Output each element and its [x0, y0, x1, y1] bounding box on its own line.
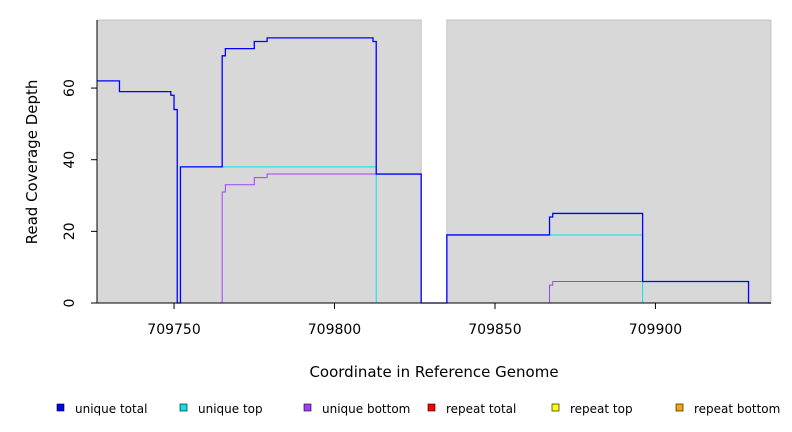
plot-background	[96, 19, 772, 304]
legend-label: repeat top	[570, 402, 633, 416]
x-tick-label: 709800	[308, 322, 361, 338]
legend-swatch	[56, 403, 65, 412]
x-tick-label: 709900	[629, 322, 682, 338]
x-ticks: 709750 709800 709850 709900	[147, 303, 682, 338]
x-axis-title: Coordinate in Reference Genome	[309, 363, 558, 381]
legend-label: repeat bottom	[694, 402, 780, 416]
y-tick-label: 60	[62, 79, 78, 97]
legend-label: repeat total	[446, 402, 516, 416]
legend-item-repeat-total: repeat total	[427, 402, 516, 416]
legend-swatch	[179, 403, 188, 412]
legend-swatch	[427, 403, 436, 412]
legend-swatch	[551, 403, 560, 412]
legend-item-repeat-top: repeat top	[551, 402, 633, 416]
legend-item-unique-total: unique total	[56, 402, 147, 416]
legend-swatch	[675, 403, 684, 412]
y-ticks: 0 20 40 60	[62, 79, 97, 307]
legend-item-repeat-bottom: repeat bottom	[675, 402, 780, 416]
y-tick-label: 40	[62, 151, 78, 169]
x-tick-label: 709750	[147, 322, 200, 338]
y-tick-label: 0	[62, 299, 78, 308]
legend-item-unique-top: unique top	[179, 402, 263, 416]
axes	[96, 20, 771, 304]
y-tick-label: 20	[62, 222, 78, 240]
legend-label: unique bottom	[322, 402, 410, 416]
legend-item-unique-bottom: unique bottom	[303, 402, 410, 416]
legend-label: unique total	[75, 402, 147, 416]
x-tick-label: 709850	[468, 322, 521, 338]
coverage-region-0	[96, 19, 422, 304]
legend: unique total unique top unique bottom repea…	[56, 402, 780, 416]
legend-swatch	[303, 403, 312, 412]
coverage-region-1	[446, 19, 772, 304]
series-line-unique-total	[97, 37, 771, 304]
y-axis-title: Read Coverage Depth	[23, 80, 41, 245]
legend-label: unique top	[198, 402, 263, 416]
